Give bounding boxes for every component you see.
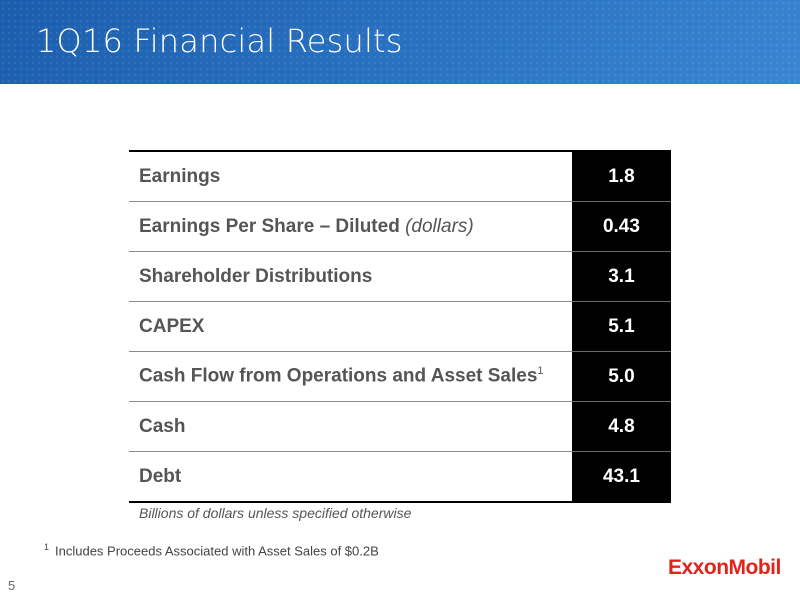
table-row: Shareholder Distributions 3.1 <box>129 251 671 302</box>
row-label: CAPEX <box>129 301 572 352</box>
table-row: Cash 4.8 <box>129 401 671 452</box>
row-value: 1.8 <box>571 150 671 202</box>
row-label-text: Earnings Per Share – Diluted <box>139 215 406 237</box>
exxonmobil-logo: ExxonMobil <box>668 556 781 579</box>
table-row: CAPEX 5.1 <box>129 301 671 352</box>
row-label-text: Earnings <box>139 165 221 187</box>
footnote-text: Includes Proceeds Associated with Asset … <box>55 543 379 559</box>
table-row: Debt 43.1 <box>129 451 671 503</box>
row-label-text: Debt <box>139 465 182 487</box>
row-label: Earnings <box>129 150 572 202</box>
page-number: 5 <box>8 578 16 593</box>
row-value: 3.1 <box>571 251 671 302</box>
table-row: Cash Flow from Operations and Asset Sale… <box>129 351 671 402</box>
footnote-marker: 1 <box>44 542 50 552</box>
row-value: 5.1 <box>571 301 671 352</box>
row-value: 5.0 <box>571 351 671 402</box>
row-value: 43.1 <box>571 451 671 503</box>
page-title: 1Q16 Financial Results <box>36 22 403 60</box>
financial-results-table: Earnings 1.8 Earnings Per Share – Dilute… <box>129 150 671 503</box>
row-label-text: Shareholder Distributions <box>139 265 373 287</box>
row-label: Shareholder Distributions <box>129 251 572 302</box>
row-label-text: Cash Flow from Operations and Asset Sale… <box>139 365 538 387</box>
row-label: Cash <box>129 401 572 452</box>
row-label: Debt <box>129 451 572 503</box>
row-qualifier: (dollars) <box>405 215 474 237</box>
row-label: Earnings Per Share – Diluted (dollars) <box>129 201 572 252</box>
footnote-ref: 1 <box>537 365 544 378</box>
header-banner: 1Q16 Financial Results <box>0 0 800 84</box>
row-label: Cash Flow from Operations and Asset Sale… <box>129 351 572 402</box>
header-texture <box>0 0 800 84</box>
row-label-text: CAPEX <box>139 315 205 337</box>
units-note: Billions of dollars unless specified oth… <box>139 505 412 521</box>
table-row: Earnings Per Share – Diluted (dollars) 0… <box>129 201 671 252</box>
row-label-text: Cash <box>139 415 186 437</box>
row-value: 0.43 <box>571 201 671 252</box>
table-row: Earnings 1.8 <box>129 150 671 202</box>
row-value: 4.8 <box>571 401 671 452</box>
footnote: 1 Includes Proceeds Associated with Asset… <box>44 542 379 558</box>
